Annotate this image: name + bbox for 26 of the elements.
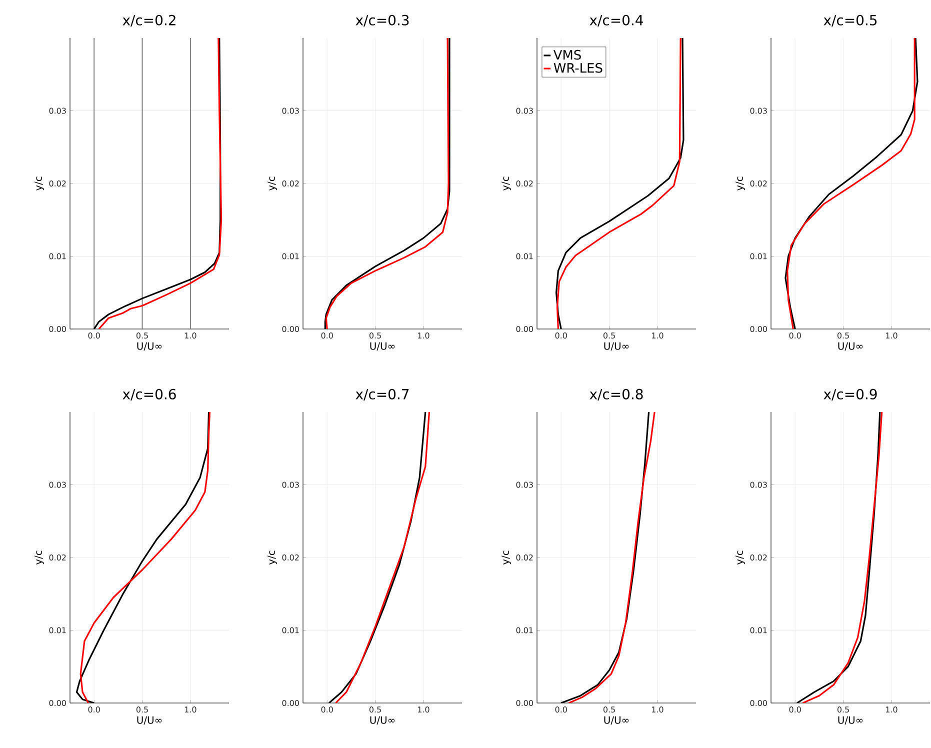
x-axis-title: U/U∞ [604,716,629,725]
chart-title: x/c=0.5 [824,14,877,26]
chart-title: x/c=0.7 [356,388,409,401]
chart-title: x/c=0.9 [824,388,877,401]
x-axis-title: U/U∞ [838,342,863,351]
y-axis-title: y/c [736,176,745,191]
x-axis-title: U/U∞ [604,342,629,351]
x-axis-title: U/U∞ [137,342,162,351]
chart-title: x/c=0.3 [356,14,409,26]
legend-label: VMS [553,50,581,60]
x-axis-title: U/U∞ [370,716,395,725]
x-axis-title: U/U∞ [838,716,863,725]
chart-title: x/c=0.4 [590,14,643,26]
y-axis-title: y/c [736,550,745,565]
chart-title: x/c=0.8 [590,388,643,401]
y-axis-title: y/c [34,176,44,191]
y-axis-title: y/c [34,550,44,565]
legend-label: WR-LES [554,63,602,73]
chart-title: x/c=0.2 [122,14,176,26]
y-axis-title: y/c [502,550,511,565]
chart-title: x/c=0.6 [122,388,176,401]
y-axis-title: y/c [268,176,277,191]
x-axis-title: U/U∞ [137,716,162,725]
y-axis-title: y/c [502,176,511,191]
y-axis-title: y/c [268,550,277,565]
x-axis-title: U/U∞ [370,342,395,351]
